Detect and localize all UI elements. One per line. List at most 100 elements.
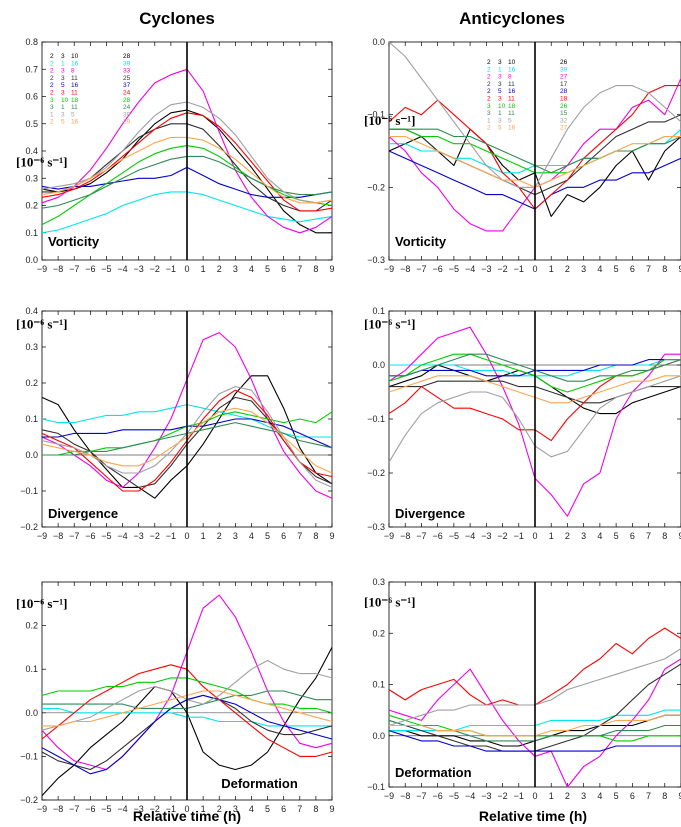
x-tick-label: −8 — [400, 791, 410, 801]
legend-entry: 3 — [487, 103, 491, 110]
x-tick-label: 6 — [630, 264, 635, 274]
panel-anti_deformation: −0.1 0.0 0.1 0.2 0.3 −9 −8 −7 −6 −5 −4 −3 −2 −1 0 1 2 3 4 5… — [364, 577, 681, 801]
legend-entry: 1 — [498, 110, 502, 117]
legend-entry: 29 — [123, 119, 131, 126]
y-tick-label: 0.1 — [25, 228, 38, 238]
legend-entry: 2 — [50, 68, 54, 75]
y-tick-label: 0.1 — [25, 414, 38, 424]
x-tick-label: −9 — [37, 264, 47, 274]
x-tick-label: 3 — [581, 791, 586, 801]
x-tick-label: −4 — [465, 264, 475, 274]
x-tick-label: −3 — [134, 264, 144, 274]
x-tick-label: −5 — [101, 264, 111, 274]
x-tick-label: −5 — [449, 791, 459, 801]
y-tick-label: −0.2 — [20, 795, 38, 805]
x-tick-label: 6 — [281, 264, 286, 274]
x-tick-label: −9 — [384, 264, 394, 274]
legend-entry: 27 — [560, 74, 568, 81]
legend-entry: 18 — [508, 103, 516, 110]
legend-entry: 3 — [50, 97, 54, 104]
y-tick-label: 0.0 — [372, 731, 385, 741]
unit-label: [10⁻⁶ s⁻¹] — [16, 316, 68, 331]
x-tick-label: 5 — [265, 804, 270, 814]
y-tick-label: 0.0 — [25, 255, 38, 265]
legend-entry: 3 — [498, 74, 502, 81]
x-tick-label: 4 — [597, 791, 602, 801]
legend-entry: 39 — [123, 60, 131, 67]
panel-label: Divergence — [395, 506, 465, 521]
x-tick-label: 6 — [281, 531, 286, 541]
x-tick-label: −7 — [69, 804, 79, 814]
legend-entry: 18 — [560, 96, 568, 103]
unit-label: [10⁻⁶ s⁻¹] — [364, 113, 416, 128]
x-tick-label: −3 — [481, 264, 491, 274]
x-tick-label: −7 — [416, 791, 426, 801]
x-tick-label: 5 — [265, 531, 270, 541]
x-tick-label: 5 — [265, 264, 270, 274]
x-tick-label: −3 — [481, 791, 491, 801]
legend-entry: 2 — [50, 82, 54, 89]
x-tick-label: −3 — [481, 531, 491, 541]
x-tick-label: −8 — [400, 531, 410, 541]
x-tick-label: −6 — [85, 804, 95, 814]
x-tick-label: 9 — [678, 264, 681, 274]
x-tick-label: 4 — [597, 531, 602, 541]
legend-entry: 11 — [508, 96, 515, 103]
column-title-cyclones: Cyclones — [139, 9, 215, 28]
panel-cyc_divergence: −0.2 −0.1 0.0 0.1 0.2 0.3 0.4 −9 −8 −7 −6 −5 −4 −3 −2−… — [16, 306, 335, 541]
x-tick-label: −9 — [384, 791, 394, 801]
x-tick-label: 2 — [217, 264, 222, 274]
x-tick-label: −4 — [117, 264, 127, 274]
legend-entry: 2 — [50, 60, 54, 67]
legend-entry: 2 — [487, 96, 491, 103]
legend-entry: 2 — [487, 59, 491, 66]
x-axis-label-left: Relative time (h) — [133, 808, 241, 824]
y-tick-label: −0.1 — [367, 414, 385, 424]
y-tick-label: −0.1 — [367, 782, 385, 792]
x-tick-label: −2 — [150, 264, 160, 274]
x-tick-label: 4 — [249, 531, 254, 541]
legend-entry: 2 — [487, 74, 491, 81]
legend-entry: 11 — [508, 81, 515, 88]
x-tick-label: 6 — [630, 531, 635, 541]
legend-entry: 39 — [560, 66, 568, 73]
legend-entry: 2 — [50, 53, 54, 60]
legend-entry: 2 — [487, 66, 491, 73]
x-tick-label: −2 — [497, 791, 507, 801]
panels: 0.00.10.20.30.40.50.60.70.8−9 −8 −7 −6 −5 −4−… — [16, 37, 681, 814]
x-tick-label: 0 — [532, 531, 537, 541]
column-title-anticyclones: Anticyclones — [459, 9, 565, 28]
panel-label: Deformation — [395, 765, 472, 780]
x-tick-label: −7 — [69, 264, 79, 274]
legend-entry: 1 — [61, 60, 65, 67]
x-tick-label: −6 — [433, 791, 443, 801]
x-tick-label: −8 — [53, 804, 63, 814]
legend-entry: 28 — [123, 53, 131, 60]
y-tick-label: 0.1 — [372, 680, 385, 690]
unit-label: [10⁻⁶ s⁻¹] — [364, 595, 416, 610]
x-tick-label: 3 — [233, 264, 238, 274]
x-tick-label: 7 — [297, 531, 302, 541]
legend-entry: 10 — [498, 103, 506, 110]
x-tick-label: 6 — [630, 791, 635, 801]
x-tick-label: 9 — [329, 804, 334, 814]
x-tick-label: 0 — [184, 264, 189, 274]
y-tick-label: 0.8 — [25, 37, 38, 47]
legend-entry: 2 — [487, 81, 491, 88]
x-tick-label: −2 — [497, 531, 507, 541]
x-tick-label: 9 — [678, 531, 681, 541]
x-tick-label: −4 — [465, 791, 475, 801]
legend-entry: 1 — [61, 104, 65, 111]
legend-entry: 11 — [71, 90, 78, 97]
legend-entry: 26 — [560, 59, 568, 66]
y-tick-label: 0.2 — [25, 201, 38, 211]
legend-entry: 2 — [50, 119, 54, 126]
x-tick-label: −2 — [150, 531, 160, 541]
x-tick-label: 2 — [565, 264, 570, 274]
x-tick-label: 4 — [249, 804, 254, 814]
x-tick-label: 3 — [581, 531, 586, 541]
legend-entry: 39 — [123, 111, 131, 118]
x-tick-label: 8 — [662, 264, 667, 274]
x-tick-label: 9 — [329, 531, 334, 541]
y-tick-label: 0.3 — [25, 173, 38, 183]
